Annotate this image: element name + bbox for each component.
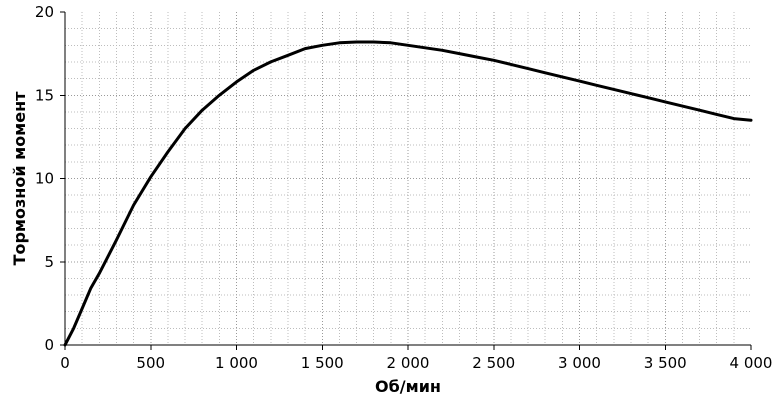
y-tick-label: 10	[35, 170, 54, 188]
series-layer	[63, 40, 753, 347]
grid	[65, 12, 751, 345]
x-tick-label: 1 500	[301, 354, 344, 372]
x-tick-label: 3 500	[644, 354, 687, 372]
x-tick-label: 0	[60, 354, 70, 372]
x-tick-label: 500	[136, 354, 165, 372]
x-tick-label: 4 000	[730, 354, 773, 372]
axes	[60, 11, 752, 350]
y-tick-label: 0	[44, 336, 54, 354]
x-tick-label: 3 000	[558, 354, 601, 372]
y-tick-label: 20	[35, 3, 54, 21]
x-tick-label: 2 500	[472, 354, 515, 372]
tick-labels: 0 500 1 000 1 500 2 000 2 500 3 000 3 500 4 000 0…	[35, 3, 773, 372]
x-axis-title: Об/мин	[375, 377, 441, 396]
y-axis-title: Тормозной момент	[10, 91, 29, 266]
x-tick-label: 2 000	[387, 354, 430, 372]
torque-series-line	[63, 40, 753, 347]
y-tick-label: 5	[44, 253, 54, 271]
x-tick-label: 1 000	[215, 354, 258, 372]
y-tick-label: 15	[35, 86, 54, 104]
